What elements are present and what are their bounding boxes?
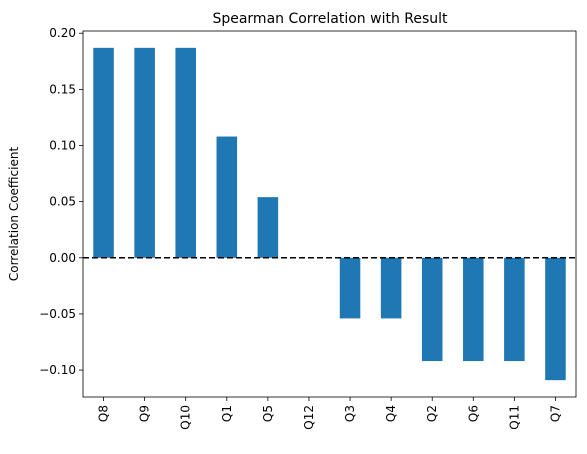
x-tick-label: Q8 xyxy=(97,405,111,422)
x-axis: Q8 Q9 Q10 Q1 Q5 Q12 Q3 Q4 Q2 Q6 Q11 Q7 xyxy=(97,397,562,430)
x-tick-label: Q12 xyxy=(302,405,316,430)
y-axis: −0.10 −0.05 0.00 0.05 0.10 0.15 0.20 xyxy=(39,26,83,377)
bar-q4 xyxy=(380,257,402,319)
y-axis-label: Correlation Coefficient xyxy=(7,147,21,282)
x-tick-label: Q1 xyxy=(220,405,234,422)
x-tick-label: Q10 xyxy=(179,405,193,430)
y-tick-label: −0.10 xyxy=(39,363,76,377)
y-tick-label: 0.20 xyxy=(49,26,76,40)
bar-q11 xyxy=(504,257,525,362)
y-tick-label: −0.05 xyxy=(39,307,76,321)
plot-frame xyxy=(82,30,577,398)
bar-q10 xyxy=(175,47,196,258)
bar-q3 xyxy=(339,257,361,319)
y-tick-label: 0.15 xyxy=(49,82,76,96)
x-tick-label: Q4 xyxy=(384,405,398,422)
chart-title: Spearman Correlation with Result xyxy=(212,11,448,27)
bar-q7 xyxy=(545,257,566,381)
bar-q8 xyxy=(93,47,114,258)
x-tick-label: Q6 xyxy=(466,405,480,422)
x-tick-label: Q11 xyxy=(507,405,521,430)
bar-q5 xyxy=(257,197,279,258)
bar-q6 xyxy=(463,257,484,362)
y-tick-label: 0.10 xyxy=(49,139,76,153)
bars-group xyxy=(93,47,566,381)
bar-q1 xyxy=(216,136,238,258)
bar-q9 xyxy=(134,47,155,258)
x-tick-label: Q7 xyxy=(548,405,562,422)
y-tick-label: 0.00 xyxy=(49,251,76,265)
x-tick-label: Q9 xyxy=(138,405,152,422)
bar-q2 xyxy=(421,257,443,362)
x-tick-label: Q3 xyxy=(343,405,357,422)
x-tick-label: Q2 xyxy=(425,405,439,422)
y-tick-label: 0.05 xyxy=(49,195,76,209)
x-tick-label: Q5 xyxy=(261,405,275,422)
